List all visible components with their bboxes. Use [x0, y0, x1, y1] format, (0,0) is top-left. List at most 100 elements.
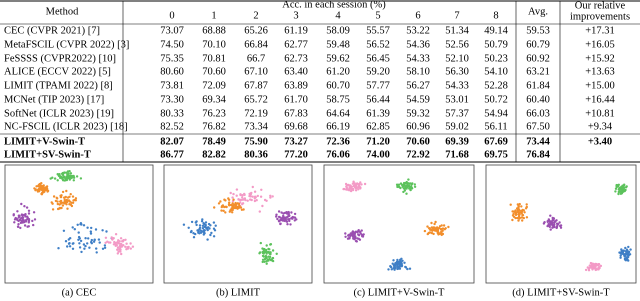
- table-cell: 74.00: [366, 149, 390, 160]
- tsne-point: [514, 213, 518, 217]
- tsne-point: [206, 238, 209, 241]
- tsne-point: [277, 220, 281, 223]
- tsne-point: [349, 189, 353, 193]
- tsne-point: [231, 196, 234, 199]
- tsne-point: [224, 205, 227, 208]
- table-cell: 63.21: [526, 66, 550, 77]
- table-cell: 62.77: [284, 39, 308, 50]
- table-cell: 61.70: [284, 94, 308, 105]
- tsne-point: [61, 178, 65, 182]
- table-cell: 60.92: [526, 53, 550, 64]
- tsne-point: [129, 242, 132, 245]
- tsne-point: [251, 185, 254, 189]
- table-cell: 67.10: [244, 66, 268, 77]
- tsne-point: [522, 216, 525, 220]
- table-cell: 53.22: [406, 25, 430, 36]
- table-cell: +16.05: [585, 39, 615, 50]
- tsne-point: [405, 192, 408, 195]
- session-label: 8: [493, 10, 498, 21]
- tsne-point: [555, 219, 558, 222]
- table-cell: 54.10: [484, 66, 508, 77]
- tsne-point: [521, 214, 525, 217]
- tsne-point: [78, 242, 81, 245]
- tsne-point: [265, 251, 268, 254]
- tsne-point: [351, 231, 354, 234]
- tsne-point: [599, 264, 603, 268]
- table-cell: 66.84: [244, 39, 268, 50]
- tsne-point: [625, 185, 628, 188]
- tsne-point: [411, 182, 414, 185]
- tsne-point: [525, 203, 528, 206]
- tsne-point: [246, 199, 249, 202]
- tsne-point: [293, 219, 296, 222]
- tsne-point: [550, 221, 554, 224]
- tsne-point: [396, 267, 399, 271]
- tsne-point: [348, 236, 351, 239]
- tsne-point: [78, 246, 82, 249]
- tsne-point: [260, 188, 263, 191]
- tsne-point: [627, 245, 630, 249]
- tsne-point: [438, 232, 442, 235]
- tsne-point: [198, 224, 202, 227]
- table-cell: 57.77: [366, 80, 390, 91]
- table-cell: 60.96: [406, 121, 430, 132]
- tsne-point: [40, 193, 44, 196]
- tsne-point: [516, 216, 519, 220]
- table-cell: 56.52: [366, 39, 390, 50]
- tsne-point: [619, 254, 622, 257]
- tsne-point: [402, 181, 406, 185]
- table-cell: 65.72: [244, 94, 268, 105]
- tsne-point: [251, 195, 254, 198]
- tsne-point: [21, 216, 25, 219]
- tsne-point: [402, 190, 405, 194]
- tsne-point: [51, 208, 55, 211]
- tsne-point: [196, 229, 199, 232]
- table-cell: 86.77: [160, 149, 184, 160]
- tsne-point: [219, 200, 222, 203]
- panel-caption: (c) LIMIT+V-Swin-T: [354, 287, 446, 298]
- tsne-point: [13, 221, 16, 224]
- tsne-point: [203, 229, 206, 232]
- tsne-point: [249, 192, 252, 195]
- tsne-point: [131, 245, 135, 248]
- tsne-point: [16, 225, 20, 228]
- tsne-point: [90, 226, 93, 230]
- tsne-point: [71, 247, 75, 250]
- table-cell: 50.23: [484, 53, 508, 64]
- table-cell: 70.10: [202, 39, 226, 50]
- session-label: 0: [169, 10, 174, 21]
- tsne-point: [344, 235, 347, 238]
- tsne-point: [617, 190, 620, 194]
- tsne-point: [237, 198, 240, 201]
- tsne-point: [79, 239, 83, 243]
- tsne-point: [76, 223, 79, 226]
- table-cell: 55.57: [366, 25, 390, 36]
- tsne-point: [79, 223, 82, 226]
- tsne-point: [346, 188, 349, 191]
- tsne-point: [624, 254, 627, 257]
- tsne-point: [101, 247, 105, 250]
- tsne-point: [256, 194, 259, 198]
- tsne-point: [241, 202, 245, 205]
- table-cell: 59.02: [445, 121, 469, 132]
- tsne-point: [275, 215, 278, 218]
- tsne-point: [32, 211, 36, 214]
- method-name: MetaFSCIL (CVPR 2022) [3]: [4, 39, 129, 50]
- tsne-point: [119, 237, 123, 240]
- tsne-point: [77, 238, 80, 241]
- tsne-point: [117, 250, 120, 253]
- tsne-point: [347, 234, 350, 237]
- table-cell: 56.44: [366, 94, 390, 105]
- header-improvement: Our relative: [575, 0, 626, 11]
- tsne-point: [200, 220, 204, 223]
- tsne-point: [439, 228, 443, 231]
- tsne-panel: [485, 164, 637, 284]
- table-cell: 67.87: [244, 80, 268, 91]
- tsne-point: [288, 219, 291, 223]
- tsne-point: [262, 252, 265, 255]
- session-label: 6: [415, 10, 420, 21]
- tsne-point: [555, 226, 558, 230]
- table-cell: 61.39: [366, 108, 390, 119]
- tsne-point: [71, 201, 75, 204]
- tsne-point: [101, 229, 104, 232]
